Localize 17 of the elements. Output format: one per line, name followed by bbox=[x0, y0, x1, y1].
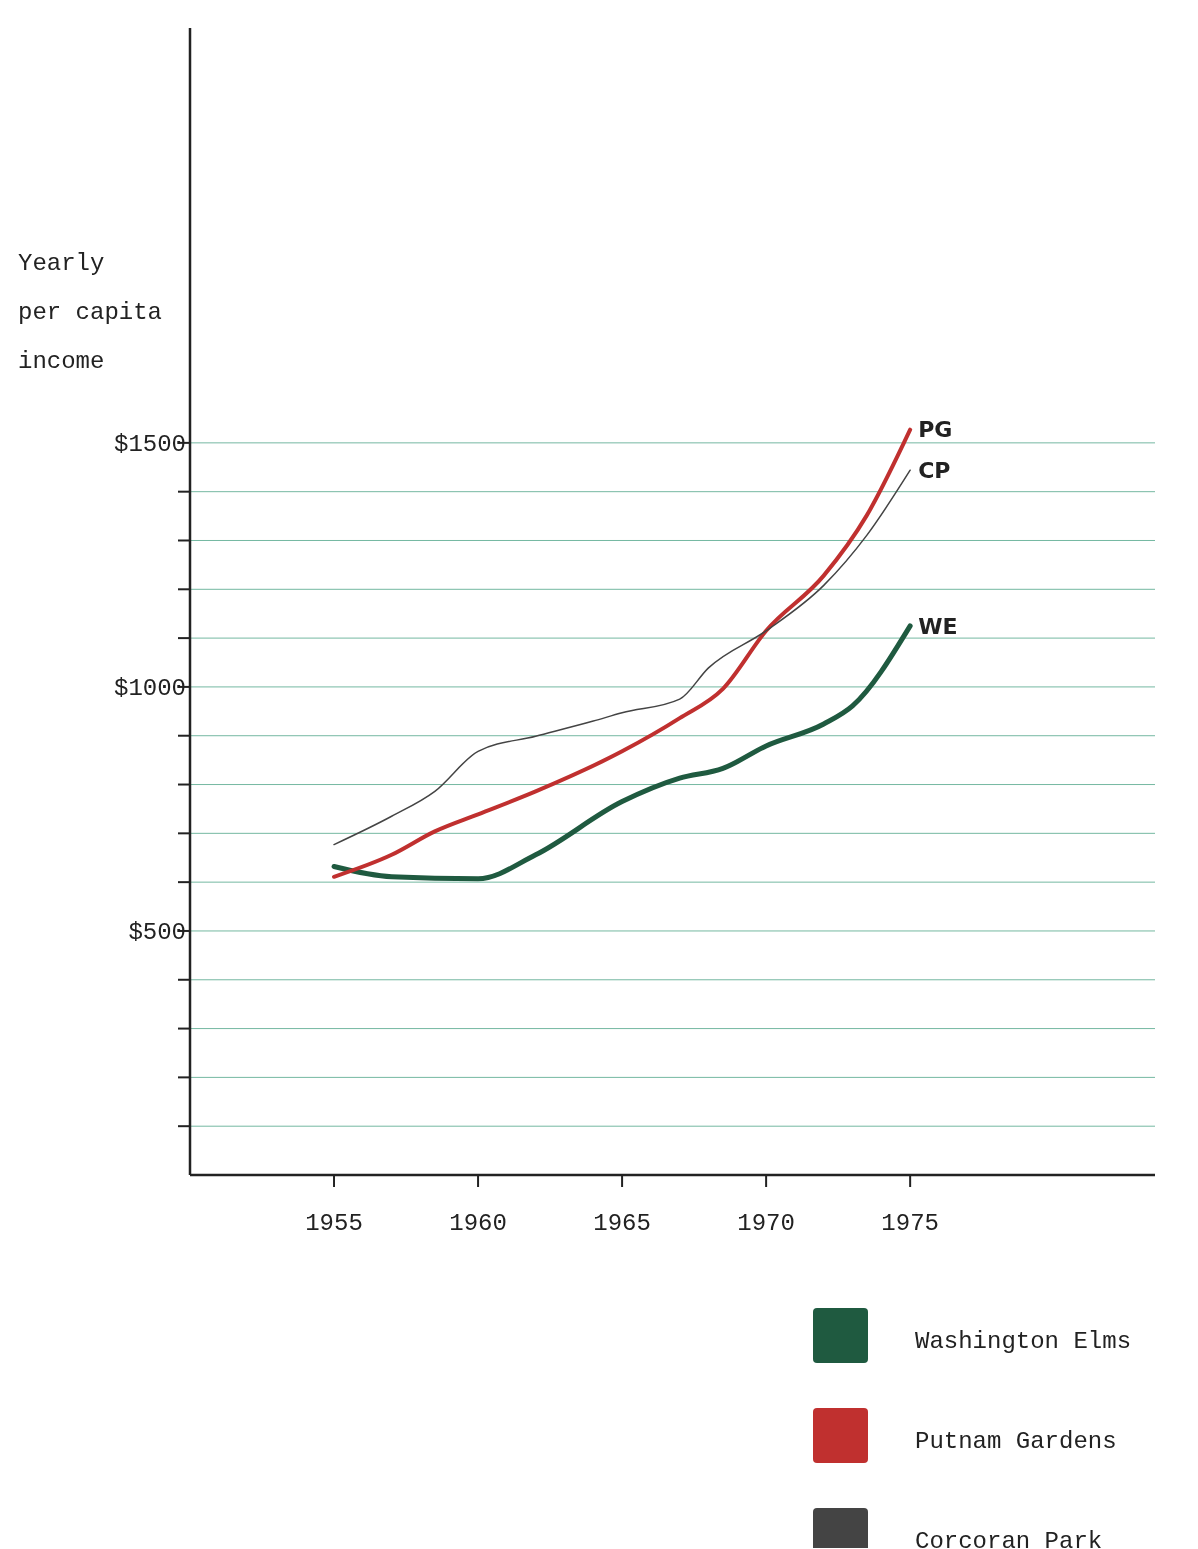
annotation: WE bbox=[918, 613, 958, 639]
legend-label: Corcoran Park bbox=[915, 1528, 1103, 1549]
y-tick-label: $1000 bbox=[113, 675, 186, 703]
line-series bbox=[333, 469, 911, 846]
annotation: PG bbox=[918, 417, 953, 443]
legend-label: Washington Elms bbox=[915, 1328, 1132, 1355]
y-tick-label: $500 bbox=[128, 919, 186, 947]
x-tick-label: 1955 bbox=[305, 1210, 363, 1237]
y-tick-label: $1500 bbox=[113, 431, 186, 459]
x-tick-label: 1965 bbox=[593, 1210, 651, 1237]
x-tick-label: 1970 bbox=[737, 1210, 795, 1237]
x-tick-label: 1960 bbox=[449, 1210, 507, 1237]
x-tick-label: 1975 bbox=[881, 1210, 939, 1237]
line-series bbox=[332, 427, 913, 879]
annotation: CP bbox=[918, 457, 951, 483]
legend-label: Putnam Gardens bbox=[915, 1428, 1117, 1455]
y-axis-title: Yearly per capita income bbox=[18, 250, 163, 375]
